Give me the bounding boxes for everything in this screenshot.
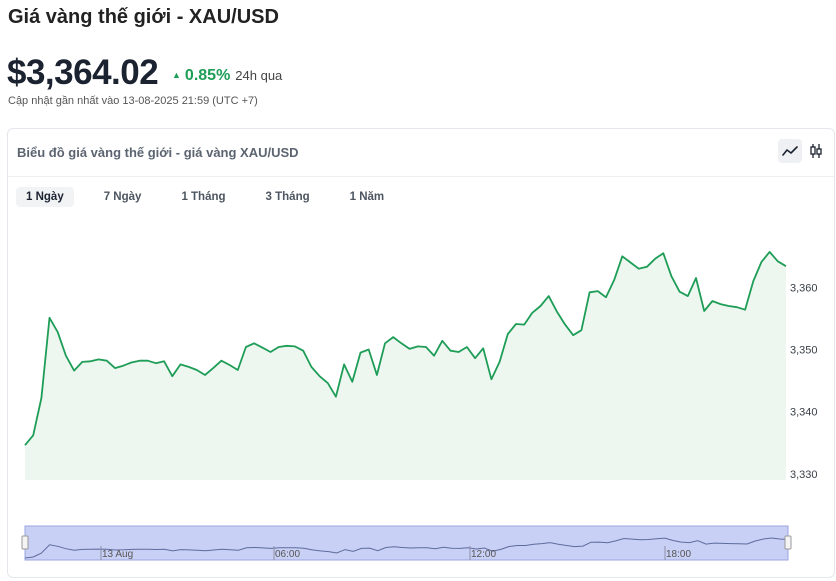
tab-1-year[interactable]: 1 Năm bbox=[349, 191, 385, 203]
navigator-tick-label: 13 Aug bbox=[102, 549, 133, 560]
navigator-handle-left[interactable] bbox=[21, 535, 29, 550]
chart-card: Biểu đồ giá vàng thế giới - giá vàng XAU… bbox=[7, 128, 835, 578]
tab-3-months[interactable]: 3 Tháng bbox=[265, 191, 310, 203]
navigator-tick-label: 12:00 bbox=[471, 549, 496, 560]
change-period: 24h qua bbox=[235, 68, 283, 83]
chart-type-switcher bbox=[778, 139, 828, 163]
page-title: Giá vàng thế giới - XAU/USD bbox=[8, 6, 279, 28]
navigator-window bbox=[24, 525, 789, 561]
price-line bbox=[24, 251, 787, 446]
navigator-tick-label: 06:00 bbox=[275, 549, 300, 560]
price-area bbox=[25, 251, 786, 480]
line-chart-button[interactable] bbox=[778, 139, 802, 163]
navigator-line bbox=[24, 537, 789, 559]
current-price: $3,364.02 bbox=[7, 53, 159, 92]
tab-1-day[interactable]: 1 Ngày bbox=[16, 187, 74, 207]
up-arrow-icon: ▲ bbox=[172, 70, 181, 80]
line-chart-icon bbox=[782, 146, 798, 156]
time-range-tabs: 1 Ngày 7 Ngày 1 Tháng 3 Tháng 1 Năm bbox=[16, 187, 410, 207]
price-change: ▲ 0.85% 24h qua bbox=[172, 67, 282, 85]
tab-7-days[interactable]: 7 Ngày bbox=[103, 191, 142, 203]
chart-card-title: Biểu đồ giá vàng thế giới - giá vàng XAU… bbox=[17, 145, 299, 160]
candlestick-chart-button[interactable] bbox=[804, 139, 828, 163]
y-tick-label: 3,360 bbox=[790, 282, 818, 294]
navigator-tick-label: 18:00 bbox=[666, 549, 691, 560]
navigator-handle-right[interactable] bbox=[784, 535, 792, 550]
change-percent: 0.85% bbox=[184, 67, 231, 84]
price-chart[interactable]: 3,330 3,340 3,350 3,360 13 Aug 06:00 12:00 18:0… bbox=[8, 129, 835, 578]
last-updated: Cập nhật gần nhất vào 13-08-2025 21:59 (… bbox=[8, 95, 258, 107]
candlestick-icon bbox=[810, 144, 822, 158]
y-tick-label: 3,330 bbox=[790, 469, 818, 481]
y-tick-label: 3,350 bbox=[790, 345, 818, 357]
tab-1-month[interactable]: 1 Tháng bbox=[181, 191, 226, 203]
chart-card-header: Biểu đồ giá vàng thế giới - giá vàng XAU… bbox=[8, 129, 834, 177]
y-tick-label: 3,340 bbox=[790, 407, 818, 419]
